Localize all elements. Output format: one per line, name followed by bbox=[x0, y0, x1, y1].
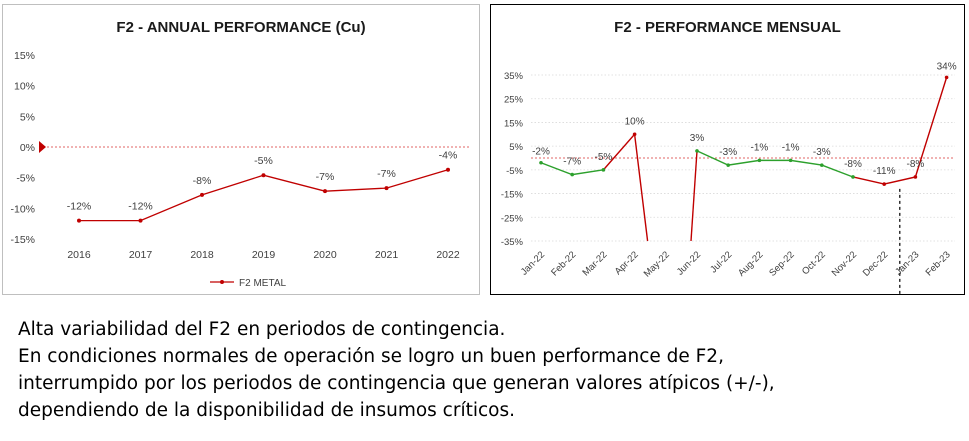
data-point bbox=[882, 182, 886, 186]
data-label: -3% bbox=[813, 147, 831, 158]
annual-chart-panel: F2 - ANNUAL PERFORMANCE (Cu) 15% 10% 5% 0% -… bbox=[2, 4, 480, 295]
legend-marker bbox=[220, 280, 224, 284]
x-tick-label: 2019 bbox=[252, 249, 276, 261]
data-point bbox=[261, 173, 266, 178]
x-tick-label: Feb-22 bbox=[549, 249, 578, 278]
x-tick-label: 2021 bbox=[375, 249, 399, 261]
caption: Alta variabilidad del F2 en periodos de … bbox=[18, 316, 958, 424]
x-tick-label: 2020 bbox=[313, 249, 337, 261]
y-tick-label: 10% bbox=[14, 81, 35, 93]
x-tick-label: Apr-22 bbox=[613, 249, 641, 277]
data-label: -5% bbox=[595, 152, 613, 163]
data-point bbox=[695, 149, 699, 153]
data-label: -7% bbox=[316, 171, 335, 183]
x-tick-label: Sep-22 bbox=[767, 249, 796, 278]
data-point bbox=[384, 186, 389, 191]
y-tick-label: 25% bbox=[504, 95, 524, 106]
data-point bbox=[446, 167, 450, 172]
y-tick-label: -15% bbox=[501, 190, 524, 201]
data-point bbox=[77, 218, 81, 223]
y-tick-label: 35% bbox=[504, 71, 524, 82]
data-point bbox=[757, 158, 762, 163]
data-point bbox=[323, 189, 327, 194]
data-point bbox=[138, 218, 143, 223]
zero-marker-icon bbox=[39, 141, 46, 153]
x-tick-label: Jun-22 bbox=[675, 249, 703, 277]
series-line-contingency bbox=[602, 132, 649, 242]
monthly-chart-svg: 35% 25% 15% 5% -5% -15% -25% -35% -2% -7% -5% 10% 3%… bbox=[501, 61, 957, 295]
data-label: -1% bbox=[751, 142, 769, 153]
data-point bbox=[944, 75, 949, 80]
annual-chart-svg: 15% 10% 5% 0% -5% -10% -15% 2016 2017 2018 2019 202… bbox=[10, 50, 471, 289]
y-tick-label: 5% bbox=[509, 142, 523, 153]
x-tick-label: 2016 bbox=[67, 249, 91, 261]
data-label: -2% bbox=[532, 147, 550, 158]
data-label: -5% bbox=[254, 155, 273, 167]
data-label: -8% bbox=[907, 159, 925, 170]
y-tick-label: 15% bbox=[14, 50, 35, 62]
y-tick-label: -35% bbox=[501, 237, 524, 248]
data-point bbox=[632, 132, 637, 137]
data-label: -11% bbox=[873, 166, 896, 177]
x-tick-label: Dec-22 bbox=[861, 249, 890, 278]
monthly-chart-title: F2 - PERFORMANCE MENSUAL bbox=[614, 19, 841, 36]
series-line-contingency bbox=[690, 150, 698, 242]
data-label: -4% bbox=[439, 150, 458, 162]
x-tick-label: May-22 bbox=[642, 249, 672, 279]
legend-label: F2 METAL bbox=[239, 278, 286, 289]
x-tick-label: 2018 bbox=[190, 249, 214, 261]
y-tick-label: 15% bbox=[504, 118, 524, 129]
data-label: -3% bbox=[719, 147, 737, 158]
x-tick-label: Jan-22 bbox=[519, 249, 547, 277]
data-label: 34% bbox=[937, 61, 957, 72]
annual-chart-title: F2 - ANNUAL PERFORMANCE (Cu) bbox=[116, 19, 366, 36]
caption-line: interrumpido por los periodos de conting… bbox=[18, 373, 775, 394]
x-tick-label: Aug-22 bbox=[736, 249, 765, 278]
series-line-normal bbox=[696, 150, 854, 178]
y-tick-label: -5% bbox=[506, 166, 523, 177]
y-tick-label: -15% bbox=[10, 234, 35, 246]
y-tick-label: -5% bbox=[16, 173, 35, 185]
caption-line: En condiciones normales de operación se … bbox=[18, 346, 724, 367]
y-tick-label: 0% bbox=[20, 142, 35, 154]
data-label: -8% bbox=[193, 175, 212, 187]
x-tick-label: Jan-23 bbox=[893, 249, 921, 277]
y-tick-label: -25% bbox=[501, 213, 524, 224]
data-point bbox=[788, 158, 793, 163]
data-label: -12% bbox=[67, 201, 92, 213]
data-label: -1% bbox=[782, 142, 800, 153]
data-label: -12% bbox=[128, 201, 153, 213]
y-tick-label: -10% bbox=[10, 203, 35, 215]
data-point bbox=[820, 163, 824, 167]
x-tick-label: 2022 bbox=[436, 249, 460, 261]
x-tick-label: Jul-22 bbox=[708, 249, 734, 275]
data-label: -8% bbox=[844, 159, 862, 170]
data-label: 10% bbox=[625, 116, 645, 127]
monthly-chart-panel: F2 - PERFORMANCE MENSUAL 35% 25% 15% 5% -5% -… bbox=[490, 4, 965, 295]
x-tick-label: Oct-22 bbox=[800, 249, 828, 277]
data-point bbox=[539, 160, 543, 165]
caption-line: Alta variabilidad del F2 en periodos de … bbox=[18, 319, 506, 340]
data-point bbox=[200, 192, 204, 197]
data-point bbox=[601, 168, 606, 172]
x-tick-label: Feb-23 bbox=[924, 249, 953, 278]
data-point bbox=[726, 163, 730, 167]
y-tick-label: 5% bbox=[20, 111, 35, 123]
x-tick-label: Nov-22 bbox=[830, 249, 859, 278]
data-point bbox=[913, 175, 918, 179]
caption-line: dependiendo de la disponibilidad de insu… bbox=[18, 400, 515, 421]
data-label: 3% bbox=[690, 133, 705, 144]
data-label: -7% bbox=[563, 157, 581, 168]
data-point bbox=[570, 172, 574, 177]
data-point bbox=[851, 175, 855, 179]
x-tick-label: Mar-22 bbox=[580, 249, 609, 278]
x-tick-label: 2017 bbox=[129, 249, 153, 261]
data-label: -7% bbox=[377, 168, 396, 180]
series-line-contingency bbox=[852, 77, 948, 185]
